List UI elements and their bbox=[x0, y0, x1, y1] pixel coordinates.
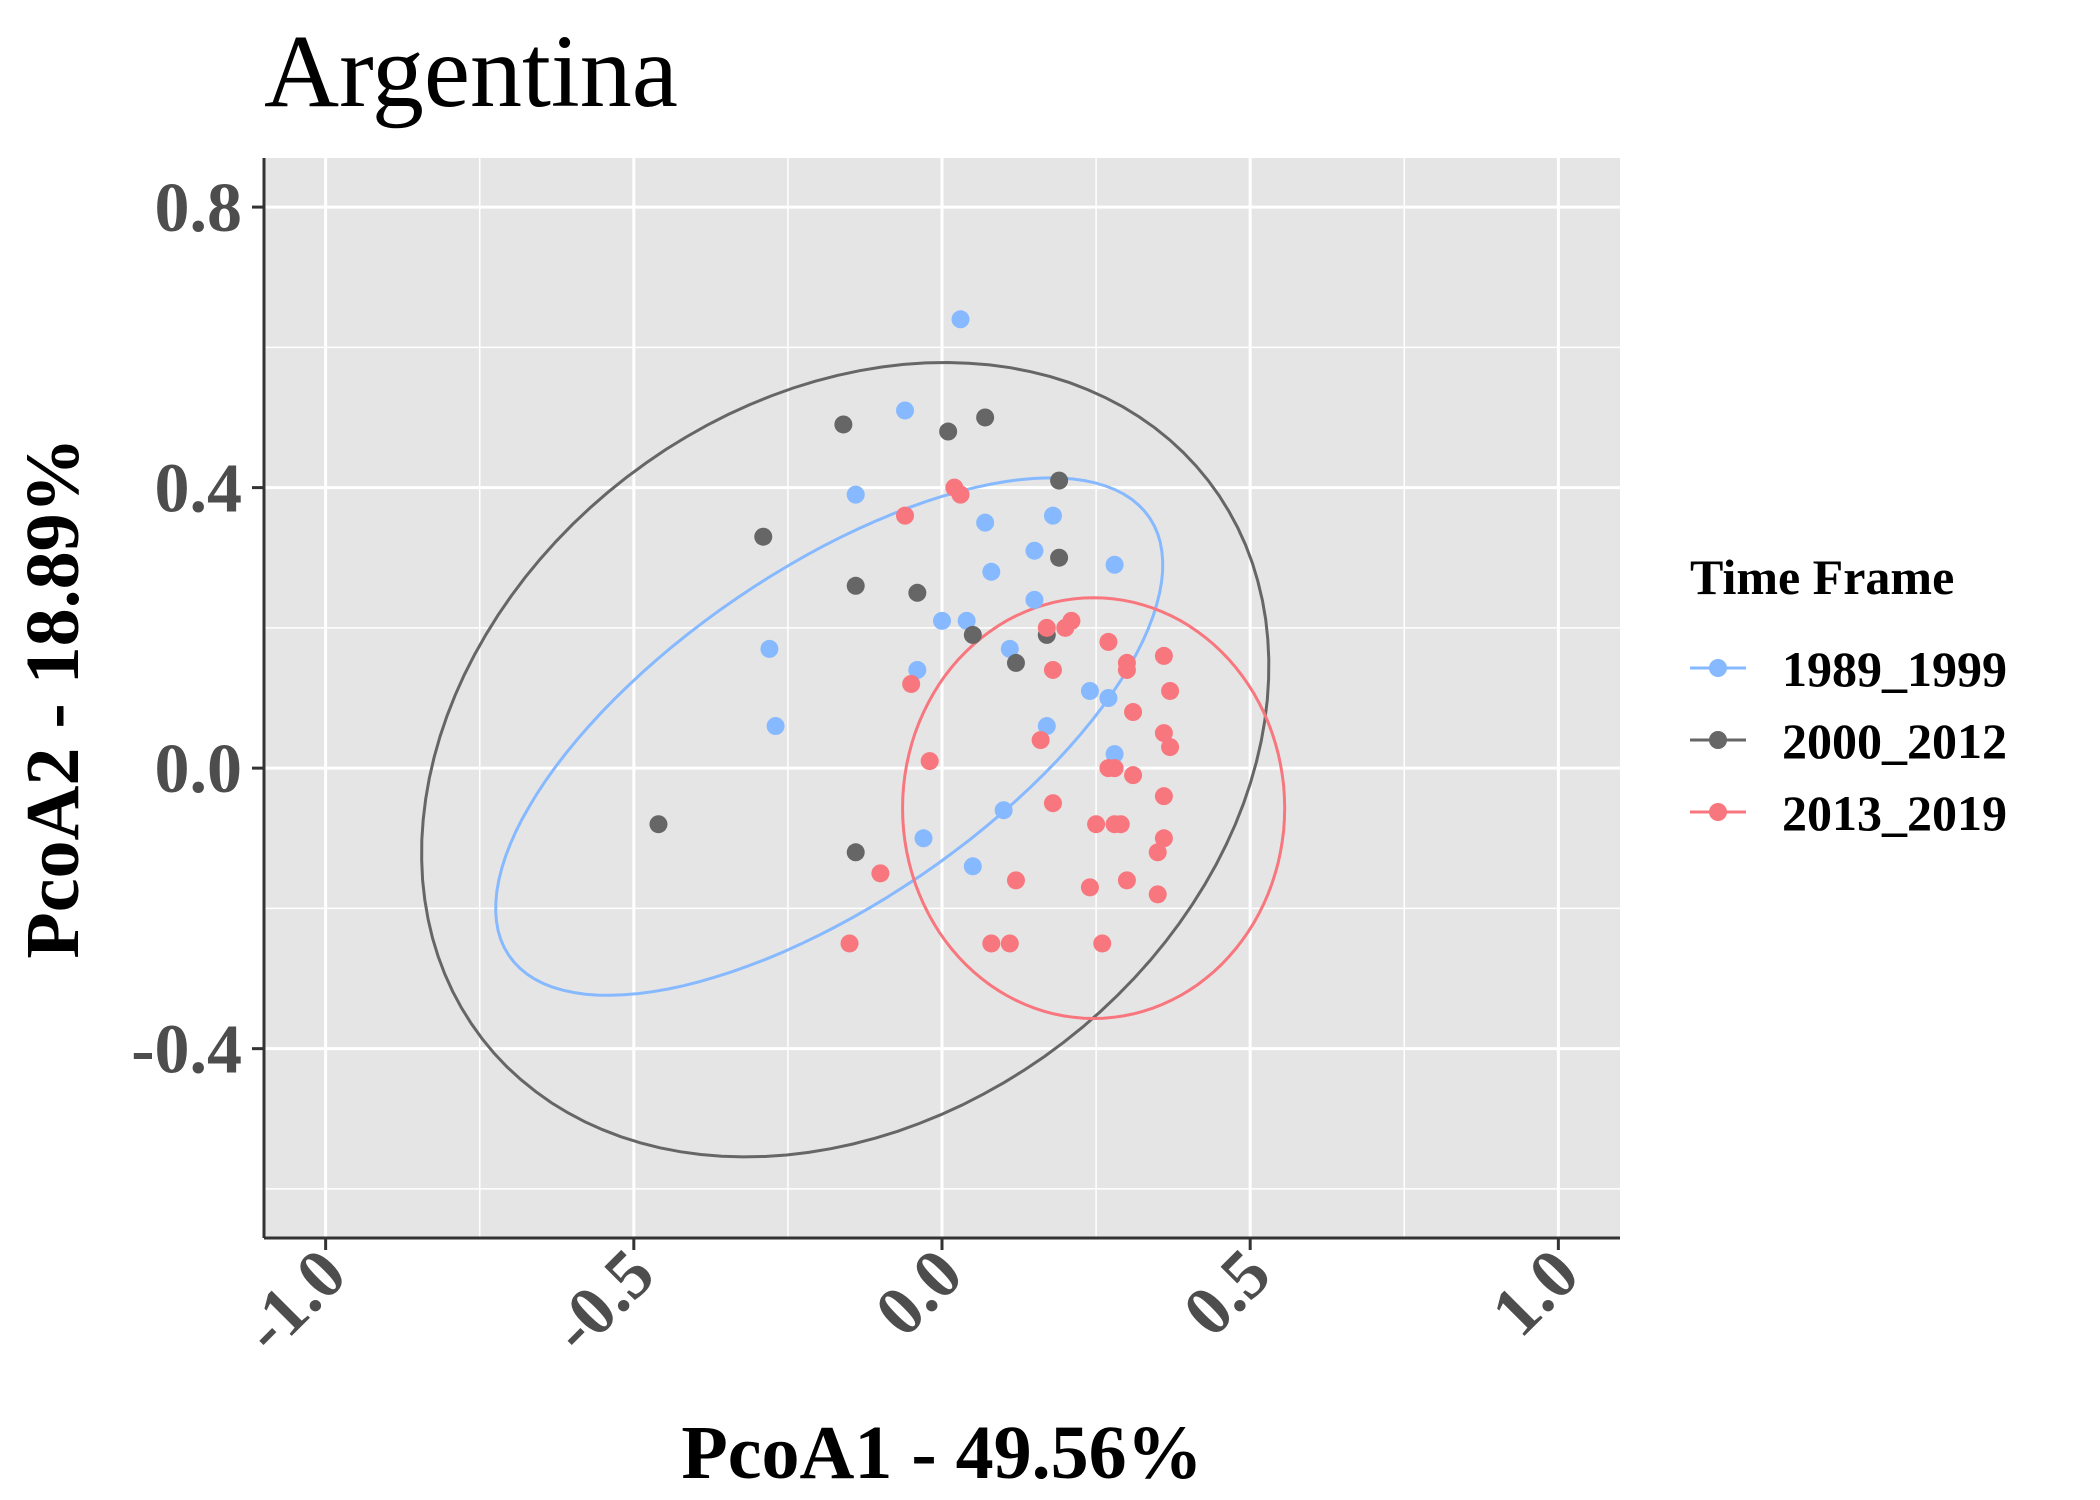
point-2013_2019 bbox=[1111, 815, 1130, 834]
chart-title: Argentina bbox=[264, 14, 678, 129]
point-2013_2019 bbox=[1117, 660, 1136, 679]
point-2000_2012 bbox=[846, 576, 865, 595]
point-1989_1999 bbox=[963, 857, 982, 876]
legend-key-point bbox=[1709, 803, 1727, 821]
point-1989_1999 bbox=[846, 485, 865, 504]
point-2013_2019 bbox=[1161, 681, 1180, 700]
point-2000_2012 bbox=[846, 843, 865, 862]
point-2013_2019 bbox=[1099, 632, 1118, 651]
point-2013_2019 bbox=[1093, 934, 1112, 953]
legend-title: Time Frame bbox=[1690, 549, 1954, 605]
legend-item: 2000_2012 bbox=[1690, 713, 2007, 769]
confidence-ellipses bbox=[420, 360, 1287, 1159]
y-tick-label: 0.8 bbox=[155, 170, 243, 247]
legend-label: 1989_1999 bbox=[1782, 641, 2007, 697]
point-2000_2012 bbox=[1050, 471, 1069, 490]
x-tick-label: 1.0 bbox=[1477, 1235, 1593, 1351]
grid-major bbox=[264, 158, 1620, 1238]
point-2013_2019 bbox=[1154, 787, 1173, 806]
point-2013_2019 bbox=[1031, 731, 1050, 750]
point-2000_2012 bbox=[908, 583, 927, 602]
y-tick-label: -0.4 bbox=[131, 1012, 242, 1089]
point-1989_1999 bbox=[1000, 639, 1019, 658]
point-1989_1999 bbox=[1105, 745, 1124, 764]
data-points bbox=[649, 310, 1180, 953]
point-2000_2012 bbox=[834, 415, 853, 434]
y-tick-label: 0.4 bbox=[155, 451, 243, 528]
point-2013_2019 bbox=[1043, 660, 1062, 679]
legend-item: 1989_1999 bbox=[1690, 641, 2007, 697]
point-2013_2019 bbox=[951, 485, 970, 504]
point-1989_1999 bbox=[914, 829, 933, 848]
point-1989_1999 bbox=[982, 562, 1001, 581]
point-2013_2019 bbox=[1006, 871, 1025, 890]
point-2013_2019 bbox=[1154, 724, 1173, 743]
point-1989_1999 bbox=[951, 310, 970, 329]
point-2013_2019 bbox=[1087, 815, 1106, 834]
point-2013_2019 bbox=[1124, 766, 1143, 785]
point-2013_2019 bbox=[840, 934, 859, 953]
point-1989_1999 bbox=[1025, 590, 1044, 609]
legend-label: 2013_2019 bbox=[1782, 785, 2007, 841]
point-2013_2019 bbox=[1154, 646, 1173, 665]
y-tick-label: 0.0 bbox=[155, 731, 243, 808]
point-2013_2019 bbox=[1056, 618, 1075, 637]
point-2013_2019 bbox=[1117, 871, 1136, 890]
ellipse-1989_1999 bbox=[494, 476, 1165, 997]
point-2000_2012 bbox=[963, 625, 982, 644]
x-tick-label: 0.0 bbox=[861, 1235, 977, 1351]
point-2000_2012 bbox=[649, 815, 668, 834]
point-1989_1999 bbox=[994, 801, 1013, 820]
legend: Time Frame 1989_1999 2000_2012 2013_2019 bbox=[1690, 549, 2007, 841]
point-2013_2019 bbox=[920, 752, 939, 771]
point-2013_2019 bbox=[1105, 759, 1124, 778]
point-2013_2019 bbox=[871, 864, 890, 883]
point-2013_2019 bbox=[896, 506, 915, 525]
point-1989_1999 bbox=[760, 639, 779, 658]
point-2000_2012 bbox=[754, 527, 773, 546]
point-2013_2019 bbox=[1124, 703, 1143, 722]
point-1989_1999 bbox=[1025, 541, 1044, 560]
ellipse-2013_2019 bbox=[901, 596, 1287, 1021]
legend-label: 2000_2012 bbox=[1782, 713, 2007, 769]
legend-key-point bbox=[1709, 731, 1727, 749]
axis-ticks bbox=[252, 205, 1560, 1250]
point-2000_2012 bbox=[1050, 548, 1069, 567]
point-1989_1999 bbox=[1037, 717, 1056, 736]
point-1989_1999 bbox=[896, 401, 915, 420]
point-1989_1999 bbox=[766, 717, 785, 736]
point-1989_1999 bbox=[1099, 689, 1118, 707]
point-1989_1999 bbox=[1105, 555, 1124, 574]
point-2000_2012 bbox=[976, 408, 995, 427]
x-tick-label: -0.5 bbox=[536, 1235, 669, 1368]
point-2013_2019 bbox=[1161, 738, 1180, 757]
legend-item: 2013_2019 bbox=[1690, 785, 2007, 841]
point-2013_2019 bbox=[902, 674, 921, 693]
point-2013_2019 bbox=[982, 934, 1001, 953]
point-2013_2019 bbox=[1080, 878, 1099, 897]
x-axis-title: PcoA1 - 49.56% bbox=[681, 1411, 1202, 1495]
point-1989_1999 bbox=[1043, 506, 1062, 525]
point-1989_1999 bbox=[976, 513, 995, 532]
x-tick-label: 0.5 bbox=[1169, 1235, 1285, 1351]
y-axis-title: PcoA2 - 18.89% bbox=[11, 437, 95, 958]
point-2013_2019 bbox=[1148, 885, 1167, 904]
point-2013_2019 bbox=[1043, 794, 1062, 813]
point-1989_1999 bbox=[957, 611, 976, 630]
point-2000_2012 bbox=[1006, 653, 1025, 672]
point-2013_2019 bbox=[1000, 934, 1019, 953]
x-tick-label: -1.0 bbox=[228, 1235, 361, 1368]
point-2000_2012 bbox=[939, 422, 958, 441]
ellipse-2000_2012 bbox=[420, 360, 1271, 1159]
legend-key-point bbox=[1709, 659, 1727, 677]
point-2013_2019 bbox=[1154, 829, 1173, 848]
point-2013_2019 bbox=[1148, 843, 1167, 862]
point-1989_1999 bbox=[908, 660, 927, 679]
point-1989_1999 bbox=[933, 611, 951, 630]
point-2013_2019 bbox=[1037, 618, 1056, 637]
point-1989_1999 bbox=[1080, 681, 1099, 700]
